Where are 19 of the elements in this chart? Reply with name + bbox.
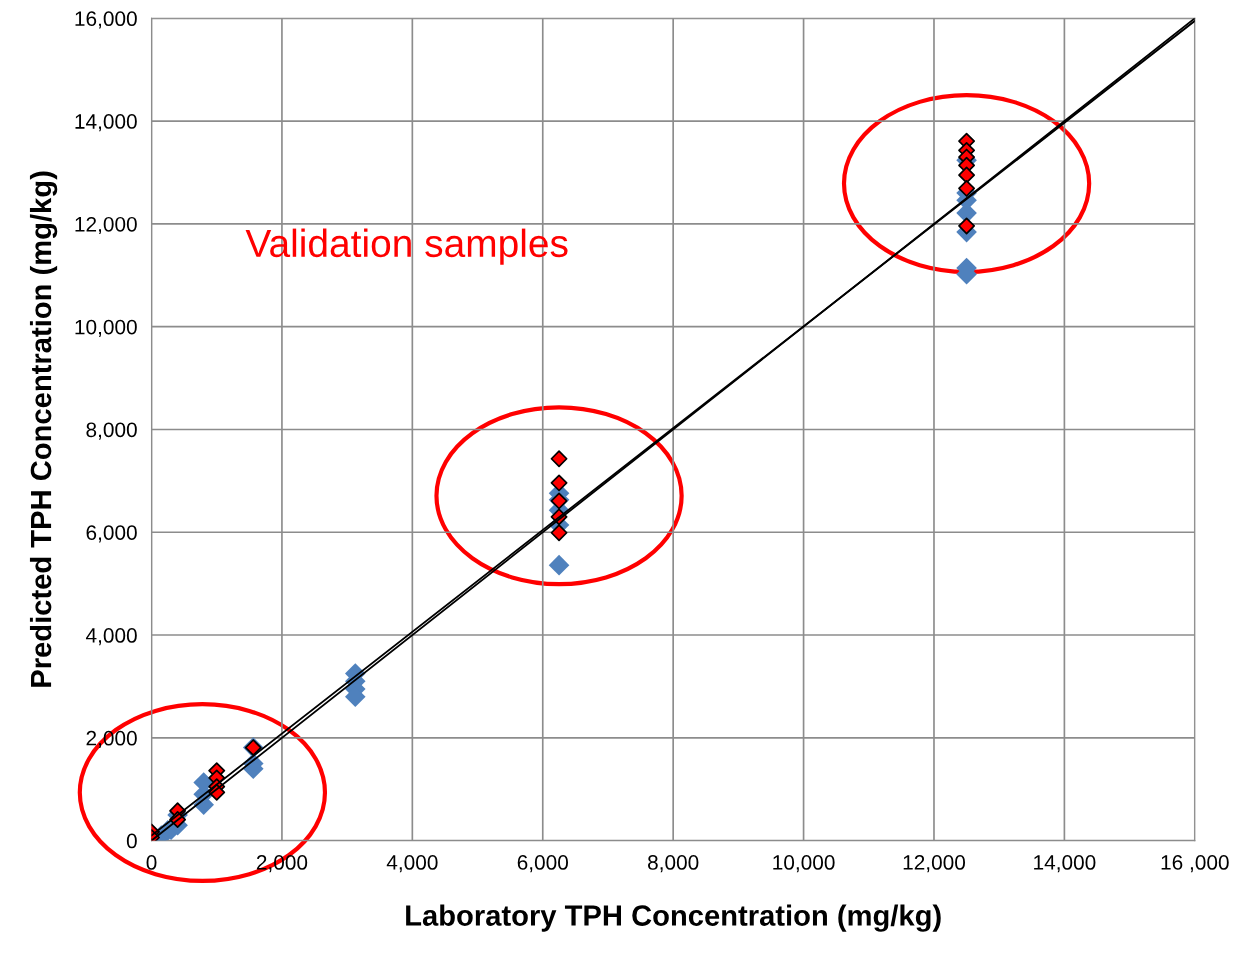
y-tick-label: 16,000 xyxy=(75,11,137,29)
y-tick-label: 0 xyxy=(126,833,137,849)
x-tick-label: 4,000 xyxy=(386,855,438,873)
x-tick-label: 14,000 xyxy=(1034,855,1096,873)
x-tick-label: 0 xyxy=(146,855,157,870)
x-tick-label: 16 ,000 xyxy=(1161,855,1229,873)
x-tick-label: 12,000 xyxy=(903,855,966,873)
x-tick-label: 10,000 xyxy=(773,855,835,873)
annotation: Validation samples xyxy=(245,228,568,265)
y-tick-label: 8,000 xyxy=(86,422,137,440)
y-tick-label: 14,000 xyxy=(75,114,137,132)
y-axis-title: Predicted TPH Concentration (mg/kg) xyxy=(29,171,58,687)
y-tick-label: 10,000 xyxy=(75,319,137,337)
y-tick-label: 12,000 xyxy=(75,216,137,235)
x-axis-title: Laboratory TPH Concentration (mg/kg) xyxy=(406,904,941,932)
y-tick-label: 4,000 xyxy=(85,628,137,646)
x-tick-label: 6,000 xyxy=(517,855,569,873)
x-tick-label: 8,000 xyxy=(648,855,699,873)
y-tick-label: 6,000 xyxy=(86,525,137,543)
